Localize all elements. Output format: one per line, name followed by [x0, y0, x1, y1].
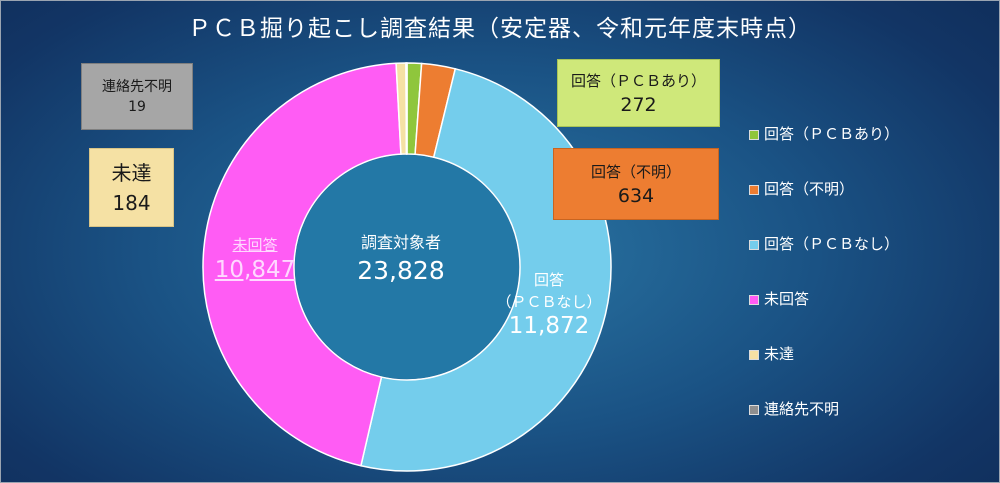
callout-unknown-contact-name: 連絡先不明: [102, 78, 172, 95]
data-label-pcb-no-value: 11,872: [508, 313, 590, 339]
legend-label-2: 回答（ＰＣＢなし）: [764, 235, 900, 253]
legend-label-3: 未回答: [764, 290, 810, 308]
callout-unreached-value: 184: [112, 190, 151, 215]
legend-swatch-1: [749, 185, 759, 195]
chart-title: ＰＣＢ掘り起こし調査結果（安定器、令和元年度末時点）: [188, 16, 812, 42]
center-label-name: 調査対象者: [360, 233, 441, 252]
donut-slice-5: [405, 62, 408, 155]
callout-unreached: 未達 184: [89, 148, 174, 227]
donut-hole: [295, 155, 519, 379]
callout-pcb-unknown: 回答（不明） 634: [553, 148, 719, 220]
callout-pcb-unknown-name: 回答（不明）: [590, 163, 681, 181]
data-label-unanswered: 未回答 10,847: [206, 234, 304, 285]
legend-swatch-3: [749, 295, 759, 305]
legend-label-1: 回答（不明）: [764, 180, 855, 198]
data-label-pcb-no-name-line2: （ＰＣＢなし）: [496, 293, 602, 311]
callout-unknown-contact-value: 19: [128, 98, 146, 115]
data-label-unanswered-value: 10,847: [214, 257, 296, 283]
callout-pcb-unknown-value: 634: [617, 185, 655, 207]
donut-slice-3: [202, 62, 402, 467]
legend-label-5: 連絡先不明: [764, 400, 840, 418]
data-label-pcb-no: 回答 （ＰＣＢなし） 11,872: [489, 269, 609, 339]
callout-pcb-yes: 回答（ＰＣＢあり） 272: [557, 59, 720, 127]
legend-swatch-0: [749, 130, 759, 140]
legend-label-4: 未達: [764, 345, 795, 363]
legend-label-0: 回答（ＰＣＢあり）: [764, 125, 900, 143]
legend-swatch-2: [749, 240, 759, 250]
legend-swatch-4: [749, 350, 759, 360]
callout-unknown-contact: 連絡先不明 19: [81, 63, 193, 130]
data-label-unanswered-name: 未回答: [232, 236, 278, 254]
callout-pcb-yes-name: 回答（ＰＣＢあり）: [570, 72, 706, 90]
donut-center-label: 調査対象者 23,828: [331, 229, 471, 289]
center-label-total: 23,828: [357, 256, 445, 285]
callout-unreached-name: 未達: [111, 160, 152, 185]
legend-swatch-5: [749, 405, 759, 415]
data-label-pcb-no-name-line1: 回答: [533, 271, 564, 289]
callout-pcb-yes-value: 272: [620, 94, 657, 116]
